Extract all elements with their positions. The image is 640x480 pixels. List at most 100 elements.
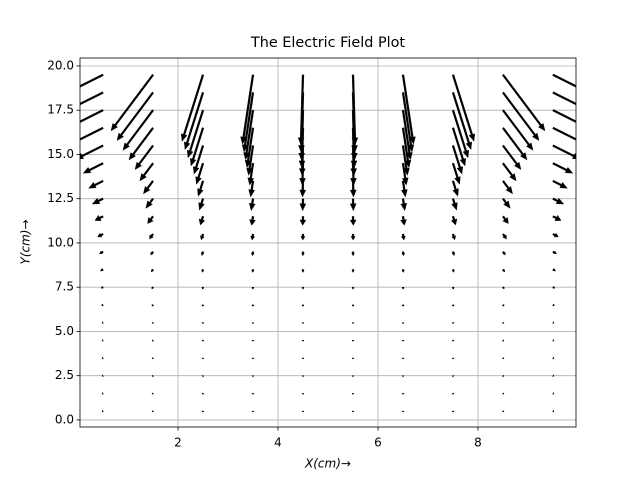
field-arrow bbox=[101, 409, 104, 413]
field-arrow bbox=[80, 126, 104, 141]
field-arrow bbox=[401, 109, 413, 161]
field-arrow bbox=[501, 73, 546, 132]
field-arrow bbox=[501, 357, 505, 360]
quiver bbox=[80, 73, 576, 413]
field-arrow bbox=[552, 338, 555, 342]
field-arrow bbox=[201, 322, 205, 324]
field-arrow bbox=[552, 232, 559, 238]
field-arrow bbox=[501, 162, 517, 182]
field-arrow bbox=[301, 251, 305, 257]
x-tick-label: 8 bbox=[474, 436, 482, 450]
field-arrow bbox=[451, 357, 455, 360]
field-arrow bbox=[552, 179, 568, 189]
field-arrow bbox=[451, 268, 455, 273]
field-arrow bbox=[301, 375, 305, 377]
field-arrow bbox=[201, 268, 205, 273]
field-arrow bbox=[451, 410, 455, 413]
field-arrow bbox=[151, 392, 155, 395]
field-arrow bbox=[351, 410, 355, 413]
x-tick-label: 4 bbox=[274, 436, 282, 450]
field-arrow bbox=[301, 269, 305, 273]
field-arrow bbox=[552, 356, 555, 360]
field-arrow bbox=[147, 215, 154, 224]
field-arrow bbox=[201, 357, 205, 360]
field-arrow bbox=[99, 250, 104, 254]
x-axis-label: X(cm)→ bbox=[304, 457, 351, 471]
field-arrow bbox=[501, 250, 506, 256]
field-arrow bbox=[184, 91, 205, 150]
grid bbox=[80, 58, 576, 427]
field-arrow bbox=[297, 74, 305, 146]
field-arrow bbox=[501, 109, 534, 151]
field-arrow bbox=[401, 269, 405, 273]
field-arrow bbox=[246, 145, 255, 176]
field-arrow bbox=[501, 91, 540, 141]
field-arrow bbox=[101, 321, 104, 324]
field-arrow bbox=[145, 197, 154, 209]
field-arrow bbox=[128, 127, 154, 161]
plot-frame bbox=[79, 57, 577, 428]
field-arrow bbox=[552, 321, 555, 324]
x-tick-label: 6 bbox=[374, 436, 382, 450]
field-arrow bbox=[451, 304, 455, 307]
field-arrow bbox=[80, 144, 104, 160]
x-tick-label: 2 bbox=[174, 436, 182, 450]
field-arrow bbox=[351, 286, 355, 290]
field-arrow bbox=[351, 74, 359, 146]
field-arrow bbox=[501, 374, 505, 377]
field-arrow bbox=[400, 198, 407, 212]
field-arrow bbox=[401, 74, 416, 145]
field-arrow bbox=[251, 322, 255, 324]
field-arrow bbox=[91, 197, 104, 205]
field-arrow bbox=[151, 357, 155, 360]
field-arrow bbox=[94, 214, 104, 221]
field-arrow bbox=[241, 92, 255, 153]
field-arrow bbox=[190, 127, 205, 167]
field-arrow bbox=[251, 304, 255, 307]
field-arrow bbox=[299, 180, 307, 198]
field-arrow bbox=[251, 410, 255, 413]
field-arrow bbox=[451, 339, 455, 342]
field-arrow bbox=[451, 251, 456, 256]
field-arrow bbox=[552, 391, 555, 395]
field-arrow bbox=[300, 233, 306, 241]
y-tick-label: 2.5 bbox=[55, 368, 74, 382]
field-arrow bbox=[249, 198, 256, 212]
field-arrow bbox=[501, 304, 505, 307]
y-tick-label: 20.0 bbox=[47, 58, 74, 72]
field-arrow bbox=[451, 74, 475, 142]
field-arrow bbox=[151, 410, 155, 413]
field-arrow bbox=[351, 304, 355, 307]
field-arrow bbox=[501, 144, 522, 171]
y-axis-label: Y(cm)→ bbox=[19, 219, 33, 264]
field-arrow bbox=[301, 286, 305, 290]
field-arrow bbox=[251, 269, 255, 273]
field-arrow bbox=[251, 286, 255, 290]
field-arrow bbox=[181, 74, 205, 142]
field-arrow bbox=[552, 214, 562, 221]
field-arrow bbox=[151, 304, 154, 307]
field-arrow bbox=[150, 268, 154, 273]
field-arrow bbox=[301, 410, 305, 413]
field-arrow bbox=[501, 233, 507, 240]
field-arrow bbox=[248, 180, 255, 198]
field-arrow bbox=[151, 339, 155, 342]
field-arrow bbox=[201, 286, 205, 290]
field-arrow bbox=[201, 339, 205, 342]
field-arrow bbox=[552, 286, 556, 289]
field-arrow bbox=[187, 109, 205, 159]
field-arrow bbox=[88, 179, 104, 189]
field-arrow bbox=[451, 375, 455, 377]
field-arrow bbox=[451, 392, 455, 395]
field-arrow bbox=[116, 91, 154, 141]
field-arrow bbox=[351, 393, 355, 395]
field-arrow bbox=[99, 268, 104, 272]
field-arrow bbox=[150, 250, 154, 256]
y-tick-label: 0.0 bbox=[55, 412, 74, 426]
field-arrow bbox=[101, 374, 104, 377]
field-arrow bbox=[552, 91, 576, 106]
y-tick-label: 12.5 bbox=[47, 191, 74, 205]
field-arrow bbox=[552, 144, 576, 160]
field-arrow bbox=[101, 356, 104, 360]
field-arrow bbox=[501, 392, 505, 395]
